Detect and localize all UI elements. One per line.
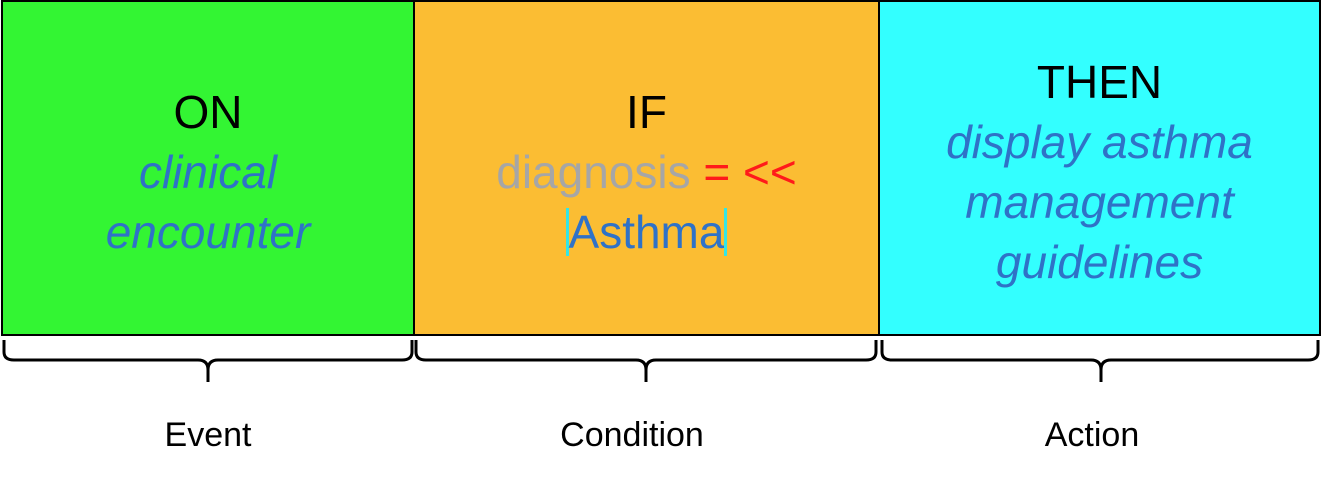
action-keyword: THEN bbox=[1036, 56, 1163, 108]
condition-brace bbox=[414, 340, 878, 382]
condition-term-line: Asthma bbox=[415, 202, 878, 262]
event-box: ON clinical encounter bbox=[1, 0, 415, 336]
event-label: Event bbox=[164, 416, 252, 454]
event-text-line1: clinical bbox=[138, 146, 278, 198]
term-bar-left bbox=[565, 208, 569, 256]
event-text-line2: encounter bbox=[105, 206, 311, 258]
action-brace bbox=[880, 340, 1320, 382]
action-text-line1: display asthma bbox=[946, 116, 1253, 168]
braces bbox=[2, 340, 1320, 382]
condition-expression: diagnosis = << bbox=[415, 142, 878, 202]
condition-box: IF diagnosis = << Asthma bbox=[413, 0, 880, 336]
condition-content: IF diagnosis = << Asthma bbox=[415, 82, 878, 262]
condition-operator: = << bbox=[703, 146, 797, 198]
action-text-line2: management bbox=[965, 176, 1234, 228]
condition-term: Asthma bbox=[568, 206, 725, 258]
action-content: THEN display asthma management guideline… bbox=[880, 52, 1319, 292]
condition-attribute: diagnosis bbox=[496, 146, 691, 198]
action-label: Action bbox=[1044, 416, 1140, 454]
event-brace bbox=[2, 340, 414, 382]
action-text-line3: guidelines bbox=[995, 236, 1204, 288]
action-box: THEN display asthma management guideline… bbox=[878, 0, 1321, 336]
event-keyword: ON bbox=[173, 86, 243, 138]
condition-keyword: IF bbox=[626, 86, 667, 138]
term-bar-right bbox=[724, 208, 728, 256]
condition-label: Condition bbox=[560, 416, 704, 454]
event-content: ON clinical encounter bbox=[3, 82, 413, 262]
